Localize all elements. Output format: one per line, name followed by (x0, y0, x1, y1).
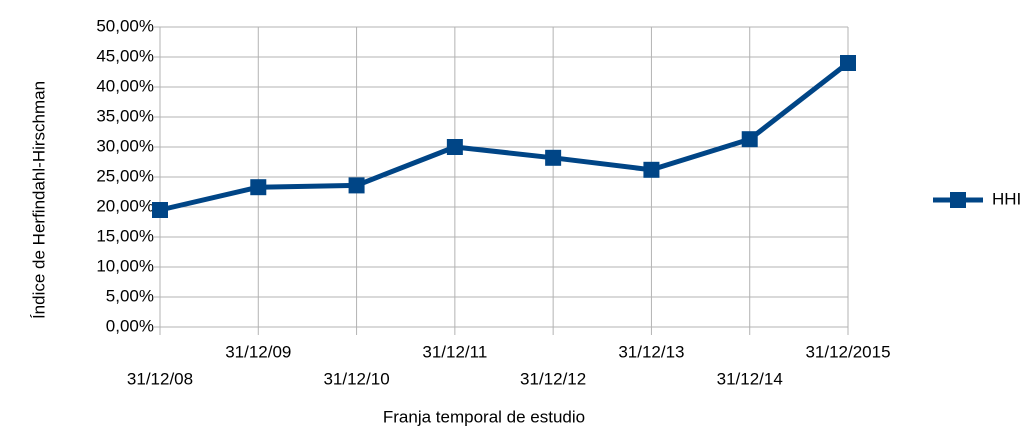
data-point (643, 161, 660, 178)
x-axis-title: Franja temporal de estudio (383, 407, 585, 426)
legend-marker (950, 192, 966, 208)
y-tick-label: 15,00% (96, 226, 154, 245)
y-tick-label: 10,00% (96, 256, 154, 275)
data-point (545, 149, 562, 166)
data-point (840, 55, 856, 71)
x-tick-label: 31/12/09 (225, 342, 291, 361)
data-point (348, 177, 365, 194)
x-tick-label: 31/12/11 (422, 342, 487, 361)
y-axis-title: Índice de Herfindahl-Hirschman (29, 81, 48, 319)
legend-label: HHI (992, 189, 1021, 208)
x-tick-label: 31/12/13 (618, 342, 684, 361)
y-tick-label: 20,00% (96, 196, 154, 215)
y-tick-label: 0,00% (106, 316, 154, 335)
x-tick-label: 31/12/08 (127, 369, 193, 388)
x-tick-label: 31/12/2015 (805, 342, 890, 361)
data-point (741, 131, 758, 148)
y-tick-label: 30,00% (96, 136, 154, 155)
data-line (159, 61, 850, 213)
y-tick-label: 5,00% (106, 286, 154, 305)
data-point (446, 139, 463, 155)
y-tick-label: 50,00% (96, 16, 154, 35)
data-point (152, 202, 168, 218)
data-point (250, 179, 267, 196)
x-tick-label: 31/12/12 (520, 369, 586, 388)
y-tick-label: 35,00% (96, 106, 154, 125)
y-tick-label: 25,00% (96, 166, 154, 185)
x-tick-label: 31/12/14 (717, 369, 783, 388)
y-tick-label: 40,00% (96, 76, 154, 95)
x-tick-label: 31/12/10 (323, 369, 389, 388)
y-tick-label: 45,00% (96, 46, 154, 65)
